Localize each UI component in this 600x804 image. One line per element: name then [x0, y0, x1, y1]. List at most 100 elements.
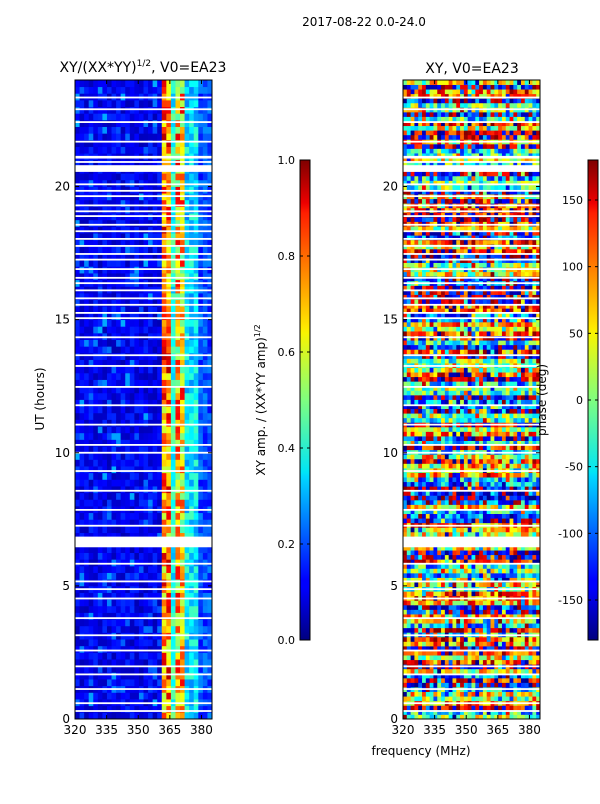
right-heat-cell [487, 591, 491, 596]
right-heat-cell [468, 504, 472, 509]
colorbar-tick-label: 0.4 [278, 442, 296, 455]
right-heat-cell [529, 514, 533, 519]
right-heat-cell [494, 623, 498, 628]
right-heat-cell [502, 692, 506, 697]
left-heat-cell [89, 127, 94, 134]
left-heat-cell [134, 120, 139, 127]
left-heat-cell [139, 513, 144, 520]
left-heat-cell [121, 599, 126, 606]
left-heat-cell [175, 619, 180, 626]
right-heat-cell [510, 518, 514, 523]
left-heat-cell [112, 619, 117, 626]
gap-line [75, 204, 212, 206]
right-heat-cell [521, 600, 525, 605]
right-heat-cell [430, 500, 434, 505]
left-heat-cell [185, 147, 190, 154]
right-heat-cell [422, 518, 426, 523]
left-heat-cell [148, 499, 153, 506]
left-heat-cell [148, 579, 153, 586]
left-heat-cell [175, 573, 180, 580]
gap-line [75, 702, 212, 704]
right-heat-cell [460, 550, 464, 555]
right-heat-cell [460, 495, 464, 500]
left-heat-cell [75, 473, 80, 480]
left-heat-cell [139, 646, 144, 653]
left-heat-cell [89, 413, 94, 420]
right-heat-cell [452, 482, 456, 487]
right-heat-cell [525, 696, 529, 701]
left-heat-cell [130, 526, 135, 533]
left-heat-cell [121, 226, 126, 233]
left-heat-cell [102, 127, 107, 134]
left-heat-cell [148, 479, 153, 486]
left-heat-cell [98, 413, 103, 420]
left-heat-cell [194, 406, 199, 413]
left-heat-cell [80, 486, 85, 493]
right-heat-cell [422, 682, 426, 687]
left-heat-cell [144, 393, 149, 400]
left-heat-cell [175, 380, 180, 387]
left-heat-cell [93, 712, 98, 719]
left-heat-cell [171, 380, 176, 387]
left-heat-cell [144, 366, 149, 373]
left-heat-cell [157, 320, 162, 327]
right-heat-cell [483, 696, 487, 701]
right-heat-cell [483, 482, 487, 487]
right-heat-cell [513, 477, 517, 482]
right-heat-cell [445, 495, 449, 500]
left-heat-cell [98, 326, 103, 333]
left-heat-cell [102, 473, 107, 480]
right-heat-cell [521, 482, 525, 487]
left-heat-cell [175, 393, 180, 400]
left-heat-cell [148, 433, 153, 440]
left-heat-cell [75, 499, 80, 506]
right-heat-cell [445, 605, 449, 610]
right-heat-cell [441, 527, 445, 532]
right-heat-cell [449, 527, 453, 532]
left-heat-cell [98, 366, 103, 373]
left-heat-cell [112, 133, 117, 140]
left-heat-cell [112, 646, 117, 653]
right-heat-cell [449, 591, 453, 596]
left-heat-cell [175, 579, 180, 586]
right-heat-cell [510, 514, 514, 519]
right-heat-cell [468, 692, 472, 697]
right-heat-cell [468, 619, 472, 624]
left-heat-cell [130, 373, 135, 380]
right-heat-cell [521, 637, 525, 642]
left-heat-cell [102, 526, 107, 533]
right-heat-cell [479, 682, 483, 687]
left-heat-cell [80, 646, 85, 653]
right-heat-cell [487, 628, 491, 633]
right-heat-cell [433, 655, 437, 660]
left-heat-cell [80, 173, 85, 180]
left-heat-cell [116, 340, 121, 347]
gap-line [75, 277, 212, 279]
gap-line [75, 121, 212, 123]
left-heat-cell [171, 652, 176, 659]
left-heat-cell [93, 107, 98, 114]
right-heat-cell [418, 696, 422, 701]
left-heat-cell [153, 120, 158, 127]
right-heat-cell [449, 504, 453, 509]
left-heat-cell [162, 466, 167, 473]
left-heat-cell [107, 87, 112, 94]
left-heat-cell [139, 346, 144, 353]
left-heat-cell [102, 147, 107, 154]
left-heat-cell [130, 206, 135, 213]
right-heat-cell [483, 678, 487, 683]
right-heat-cell [449, 605, 453, 610]
right-heat-cell [521, 550, 525, 555]
right-heat-cell [445, 463, 449, 468]
right-heat-cell [487, 495, 491, 500]
left-heat-cell [171, 559, 176, 566]
right-heat-cell [426, 655, 430, 660]
left-heat-cell [125, 273, 130, 280]
right-heat-cell [441, 705, 445, 710]
gap-line [75, 210, 212, 212]
left-heat-cell [175, 479, 180, 486]
left-heat-cell [153, 113, 158, 120]
colorbar-tick-label: 0.2 [278, 538, 296, 551]
left-heat-cell [80, 340, 85, 347]
left-heat-cell [166, 499, 171, 506]
